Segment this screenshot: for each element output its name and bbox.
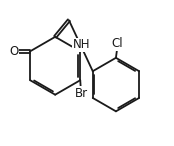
Text: Cl: Cl: [112, 37, 123, 50]
Text: O: O: [9, 45, 18, 58]
Text: Br: Br: [74, 87, 88, 100]
Text: NH: NH: [73, 39, 90, 52]
